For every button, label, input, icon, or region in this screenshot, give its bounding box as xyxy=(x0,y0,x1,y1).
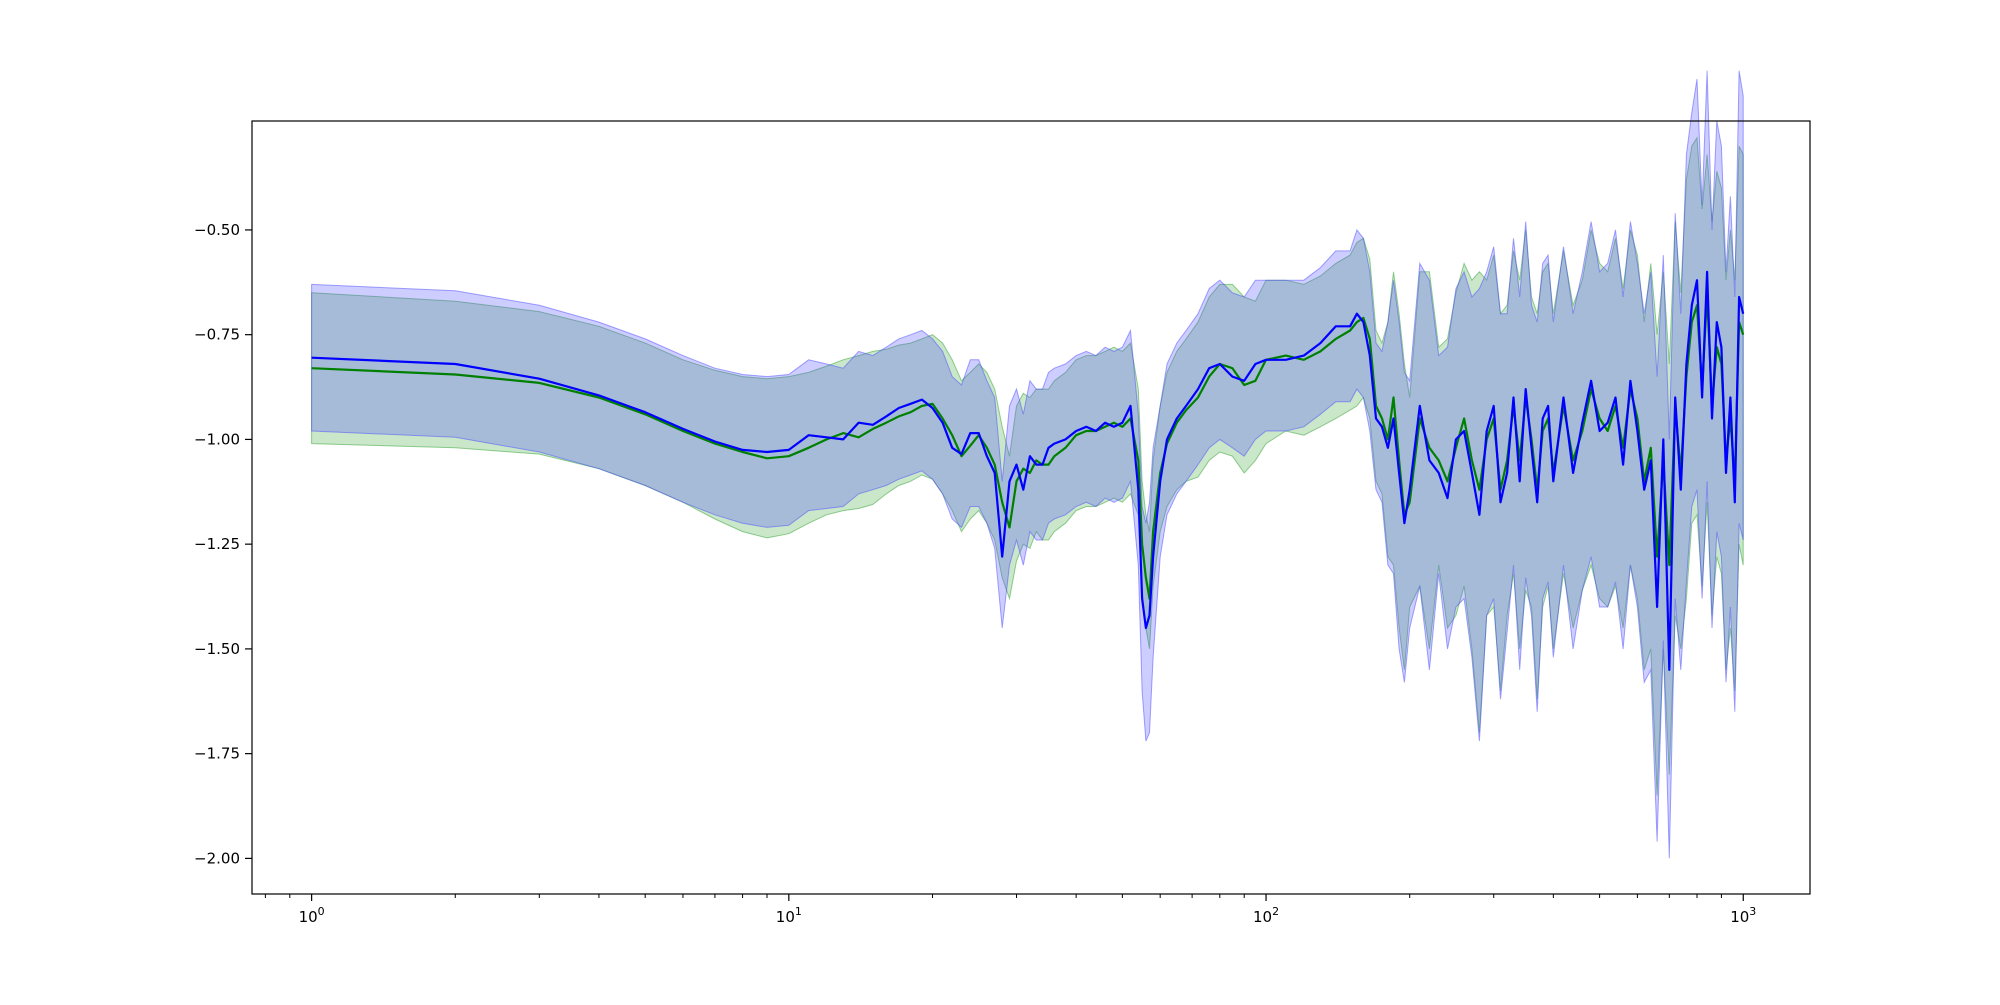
y-tick-label: −1.50 xyxy=(194,640,240,658)
series-lines xyxy=(311,270,1745,672)
x-tick-label: 102 xyxy=(1253,905,1279,926)
y-axis: −0.50 −0.75 −1.00 −1.25 −1.50 −1.75 −2.00 xyxy=(194,221,252,867)
x-tick-label: 103 xyxy=(1730,905,1756,926)
x-tick-label: 100 xyxy=(299,905,325,926)
series-line-1 xyxy=(311,270,1745,672)
y-tick-label: −0.75 xyxy=(194,326,240,344)
y-tick-label: −1.00 xyxy=(194,430,240,448)
plot-area-frame xyxy=(251,120,1811,895)
y-tick-label: −1.75 xyxy=(194,745,240,763)
x-axis: 100 101 102 103 xyxy=(264,894,1756,926)
y-tick-label: −1.25 xyxy=(194,535,240,553)
y-tick-label: −0.50 xyxy=(194,221,240,239)
x-minor-ticks xyxy=(264,894,1722,898)
y-tick-label: −2.00 xyxy=(194,849,240,867)
x-tick-label: 101 xyxy=(776,905,802,926)
